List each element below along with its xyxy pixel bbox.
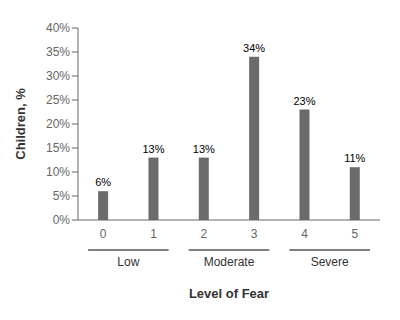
svg-text:5%: 5% <box>53 189 71 203</box>
svg-text:Level of Fear: Level of Fear <box>189 286 269 301</box>
svg-text:0: 0 <box>100 227 107 241</box>
svg-text:3: 3 <box>251 227 258 241</box>
svg-text:13%: 13% <box>142 143 164 155</box>
svg-text:Severe: Severe <box>311 255 349 269</box>
svg-text:4: 4 <box>301 227 308 241</box>
svg-text:Moderate: Moderate <box>204 255 255 269</box>
svg-text:40%: 40% <box>46 21 70 35</box>
svg-text:6%: 6% <box>95 176 111 188</box>
svg-text:35%: 35% <box>46 45 70 59</box>
svg-text:30%: 30% <box>46 69 70 83</box>
svg-text:0%: 0% <box>53 213 71 227</box>
svg-text:20%: 20% <box>46 117 70 131</box>
svg-text:15%: 15% <box>46 141 70 155</box>
svg-text:13%: 13% <box>193 143 215 155</box>
svg-text:23%: 23% <box>293 95 315 107</box>
svg-text:1: 1 <box>150 227 157 241</box>
svg-text:2: 2 <box>200 227 207 241</box>
svg-text:10%: 10% <box>46 165 70 179</box>
svg-text:Low: Low <box>117 255 139 269</box>
svg-text:34%: 34% <box>243 42 265 54</box>
svg-text:Children, %: Children, % <box>13 88 28 160</box>
svg-text:25%: 25% <box>46 93 70 107</box>
svg-text:5: 5 <box>351 227 358 241</box>
svg-text:11%: 11% <box>344 152 365 164</box>
